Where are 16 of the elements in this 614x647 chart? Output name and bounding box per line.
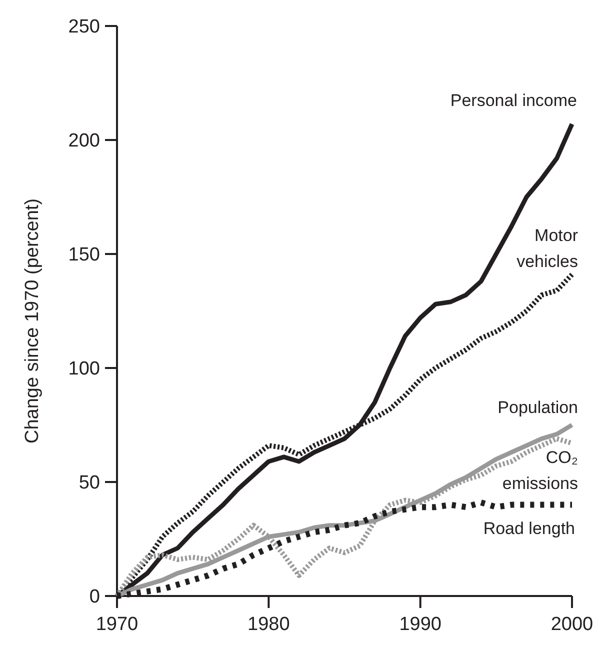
series-label: Road length xyxy=(483,519,575,538)
series-label: Population xyxy=(498,398,578,417)
y-tick-label: 250 xyxy=(68,16,100,38)
series-label: CO₂ emissions xyxy=(502,448,578,493)
x-tick-label: 1980 xyxy=(248,614,290,635)
series-label: Personal income xyxy=(450,91,577,110)
x-tick-label: 1970 xyxy=(96,614,138,635)
x-tick-label: 2000 xyxy=(550,614,594,635)
x-tick-label: 1990 xyxy=(399,614,442,635)
y-tick-label: 200 xyxy=(68,130,100,152)
y-axis-title: Change since 1970 (percent) xyxy=(22,198,43,444)
y-tick-label: 50 xyxy=(78,472,100,494)
y-tick-label: 0 xyxy=(89,586,100,608)
y-tick-label: 100 xyxy=(68,358,100,380)
y-tick-label: 150 xyxy=(68,244,100,266)
series-label: Motor vehicles xyxy=(516,226,578,271)
